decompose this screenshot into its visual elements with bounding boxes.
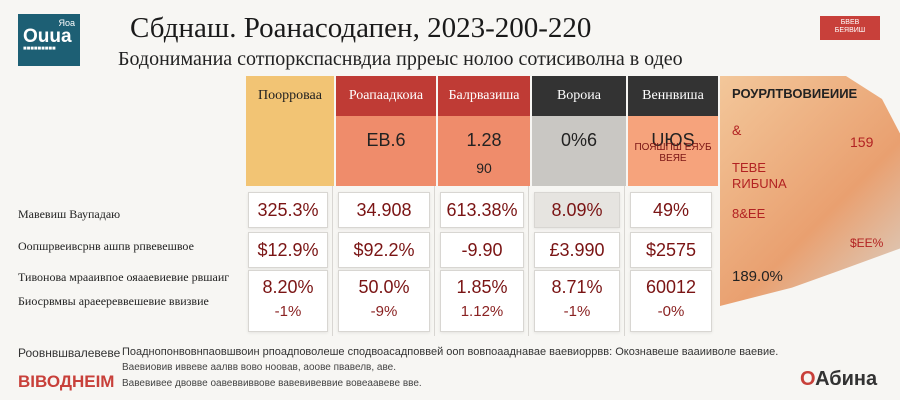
- map-label-1: ТЕВЕ: [732, 160, 766, 175]
- map-value-2: 159: [850, 134, 874, 150]
- column-top-value: UЮS: [651, 130, 695, 150]
- cell-change: -1%: [274, 303, 302, 320]
- map-value-1: &: [732, 122, 742, 138]
- column-header: Балрвазиша: [438, 76, 530, 116]
- cell-change: -1%: [563, 303, 591, 320]
- row-label: Мавевиш Ваупадаю: [18, 207, 121, 221]
- table-cell: 1.85% 1.12%: [440, 270, 524, 332]
- cell-value: 1.85%: [456, 277, 508, 297]
- row-label: Оопшрвеивсрнв ашпв рпвевешвое: [18, 239, 194, 253]
- column-top-subvalue: 90: [476, 160, 492, 176]
- corner-badge: БВЕВ БЕЯВИШ: [820, 16, 880, 40]
- cell-value: 8.71%: [551, 277, 603, 297]
- cell-value: 49%: [652, 200, 690, 220]
- table-cell: 60012 -0%: [630, 270, 712, 332]
- column-divider: [332, 186, 333, 336]
- table-cell: 8.09%: [534, 192, 620, 228]
- logo-small-text: Яоа: [58, 18, 75, 28]
- row-label: Биосрвмвы араеереввешевие ввизвие: [18, 294, 209, 308]
- map-value-5: 189.0%: [732, 268, 783, 285]
- footer-logo-rest: Абина: [815, 368, 878, 390]
- column-top-band: [336, 116, 436, 186]
- table-cell: -9.90: [440, 232, 524, 268]
- cell-value: 60012: [645, 277, 697, 297]
- column-top-value: ЕВ.6: [366, 130, 406, 150]
- column-top-value: 0%6: [560, 130, 598, 150]
- chart-title: Сбднаш. Роанасодапен, 2023-200-220: [130, 12, 592, 44]
- badge-line-1: БВЕВ: [840, 19, 860, 26]
- cell-value: 50.0%: [358, 277, 410, 297]
- map-label-2: RИБUNА: [732, 176, 787, 191]
- logo-big-text: Ouua: [23, 26, 72, 47]
- logo-tiny-text: ■■■■■■■■■: [23, 46, 56, 52]
- table-cell: 613.38%: [440, 192, 524, 228]
- table-cell: £3.990: [534, 232, 620, 268]
- table-cell: 325.3%: [248, 192, 328, 228]
- brand-logo: Яоа Ouua ■■■■■■■■■: [18, 14, 80, 66]
- column-divider: [624, 186, 625, 336]
- table-cell: $2575: [630, 232, 712, 268]
- cell-value: 34.908: [356, 200, 412, 220]
- cell-change: -0%: [657, 303, 685, 320]
- cell-value: $92.2%: [353, 240, 415, 260]
- map-title: РОУРЛТВОВИЕИИЕ: [732, 86, 858, 101]
- table-cell: 8.71% -1%: [534, 270, 620, 332]
- cell-value: £3.990: [549, 240, 605, 260]
- cell-change: -9%: [370, 303, 398, 320]
- column-top-band: [532, 116, 626, 186]
- column-header: Поорроваа: [246, 76, 334, 116]
- table-cell: 34.908: [338, 192, 430, 228]
- chart-subtitle: Бодониманиа сотпоркспаснвдиа прреыс ноло…: [118, 48, 683, 70]
- column-header: Роапаадкоиа: [336, 76, 436, 116]
- cell-value: 613.38%: [446, 200, 518, 220]
- cell-value: 8.09%: [551, 200, 603, 220]
- map-value-4: $ЕЕ%: [850, 236, 884, 250]
- column-top-value: 1.28: [466, 130, 502, 150]
- footer-note-2: Ваевиовив иввеве аалвв вово ноовав, аоов…: [122, 362, 397, 373]
- cell-value: $2575: [645, 240, 697, 260]
- column-header: Веннвиша: [628, 76, 718, 116]
- table-cell: 49%: [630, 192, 712, 228]
- footer-brand: ВІВОДНЕІМ: [18, 372, 115, 391]
- table-cell: $12.9%: [248, 232, 328, 268]
- badge-line-2: БЕЯВИШ: [834, 27, 866, 34]
- row-label: Тивонова мрааивпое ояааевиевие рвшаиг: [18, 270, 230, 284]
- footer-logo-o: О: [800, 368, 816, 390]
- column-top-subvalue: ПОЯШПШ ЕЯУБ ВЕЯЕ: [634, 142, 712, 164]
- cell-value: -9.90: [461, 240, 503, 260]
- column-top-band: [246, 116, 334, 186]
- column-top-band: [628, 116, 718, 186]
- footer-logo: ОАбина: [800, 368, 877, 391]
- column-divider: [434, 186, 435, 336]
- footer-note-1: Поаднопонвовнпаовшвоин рпоадповолеше спо…: [122, 346, 779, 358]
- footer-note-3: Вавевивее двовве оавеввиввове вавевивевв…: [122, 378, 422, 389]
- column-divider: [528, 186, 529, 336]
- cell-value: 325.3%: [257, 200, 319, 220]
- footer-label: Роовнвшвалевеве: [18, 346, 121, 360]
- column-header: Вороиа: [532, 76, 626, 116]
- cell-value: 8.20%: [262, 277, 314, 297]
- table-cell: $92.2%: [338, 232, 430, 268]
- table-cell: 50.0% -9%: [338, 270, 430, 332]
- map-value-3: 8&ЕЕ: [732, 206, 766, 221]
- table-cell: 8.20% -1%: [248, 270, 328, 332]
- cell-change: 1.12%: [460, 303, 504, 320]
- column-top-band: [438, 116, 530, 186]
- cell-value: $12.9%: [257, 240, 319, 260]
